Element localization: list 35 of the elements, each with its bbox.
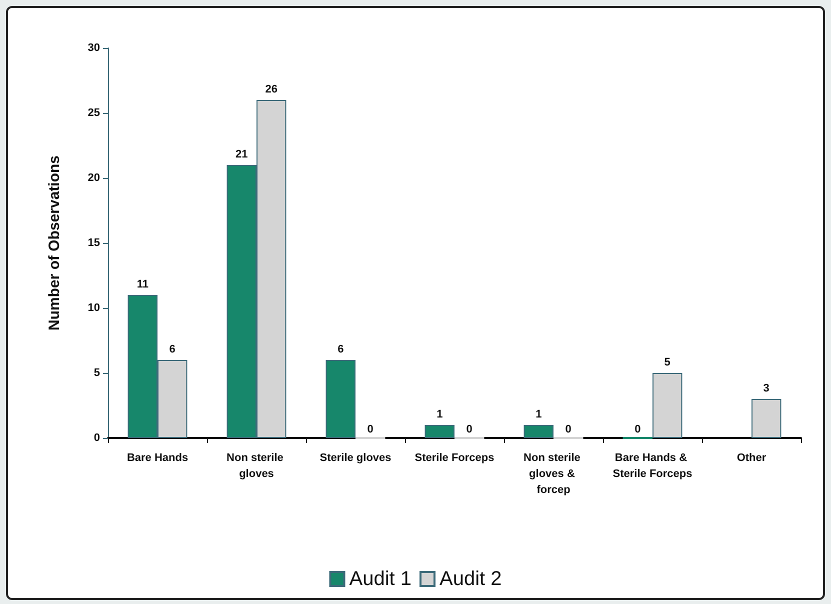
y-tick-label: 10	[88, 302, 100, 314]
data-label: 6	[338, 344, 344, 356]
y-tick-label: 5	[94, 367, 100, 379]
data-label: 11	[136, 278, 148, 290]
x-tick-label: Non sterile gloves & forcep	[524, 452, 584, 496]
bar	[752, 399, 782, 438]
data-label: 5	[664, 356, 670, 368]
bar	[326, 360, 356, 438]
legend-label: Audit 2	[440, 568, 502, 590]
x-tick-label: Sterile Forceps	[414, 452, 494, 464]
x-tick-label: Non sterile gloves	[226, 452, 286, 480]
data-label: 0	[565, 424, 572, 436]
data-label: 0	[466, 424, 472, 436]
data-label: 3	[763, 382, 770, 394]
data-label: 21	[236, 148, 248, 160]
x-tick-label: Bare Hands	[126, 452, 188, 464]
y-axis-title: Number of Observations	[46, 155, 63, 331]
y-tick-label: 15	[88, 237, 100, 249]
y-tick-label: 25	[88, 107, 100, 119]
bar	[424, 425, 454, 438]
x-tick-label: Sterile gloves	[320, 452, 392, 464]
y-tick-label: 30	[88, 42, 100, 54]
data-label: 6	[169, 344, 176, 356]
legend-label: Audit 1	[349, 568, 412, 590]
data-label: 1	[436, 408, 443, 420]
y-tick-label: 0	[94, 432, 100, 444]
data-label: 26	[265, 84, 278, 96]
data-label: 1	[536, 408, 542, 420]
x-tick-label: Bare Hands & Sterile Forceps	[612, 452, 692, 480]
bar	[524, 425, 554, 438]
data-label: 0	[367, 424, 374, 436]
bar	[652, 373, 682, 438]
x-tick-label: Other	[736, 452, 767, 464]
y-tick-label: 20	[88, 172, 100, 184]
data-label: 0	[634, 424, 641, 436]
